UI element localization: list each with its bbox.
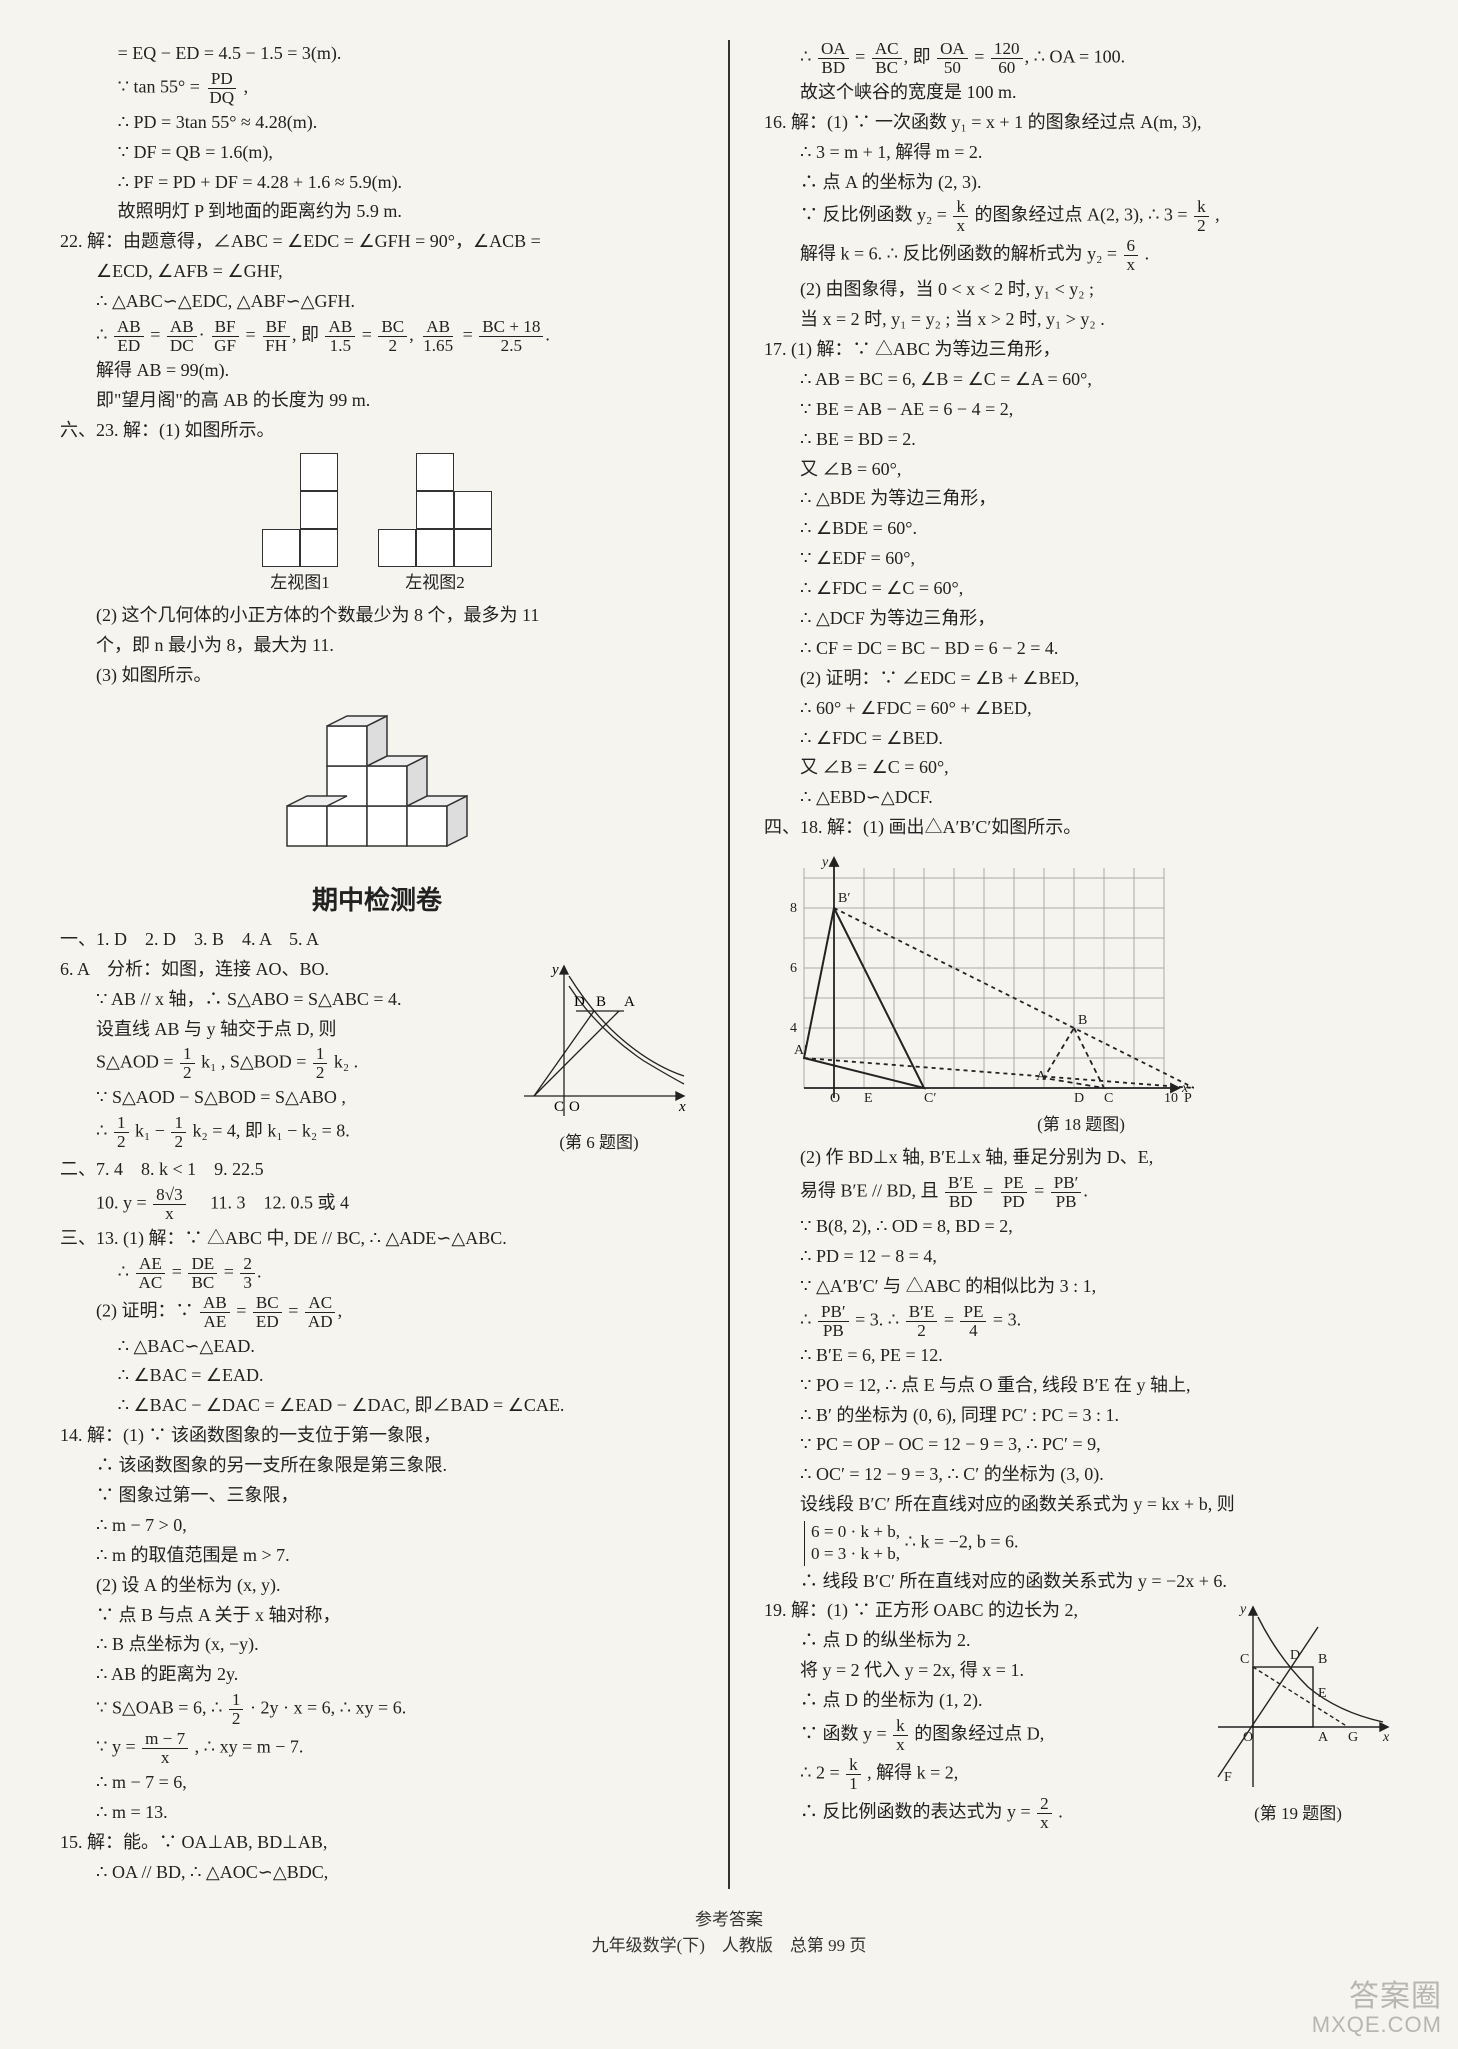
svg-text:y: y [1238, 1602, 1247, 1617]
column-divider [728, 40, 730, 1889]
svg-text:E: E [864, 1091, 873, 1106]
text: ∵ tan 55° = PDDQ , [60, 70, 694, 107]
svg-text:y: y [550, 962, 559, 978]
svg-text:10: 10 [1164, 1091, 1178, 1106]
svg-text:B: B [596, 994, 606, 1010]
svg-text:D: D [574, 994, 585, 1010]
text: ∵ DF = QB = 1.6(m), [60, 139, 694, 167]
svg-text:E: E [1318, 1686, 1327, 1701]
svg-text:D: D [1290, 1648, 1300, 1663]
svg-text:O: O [569, 1099, 580, 1115]
text: 故照明灯 P 到地面的距离约为 5.9 m. [60, 198, 694, 226]
text: ∴ △ABC∽△EDC, △ABF∽△GFH. [60, 288, 694, 316]
svg-text:x: x [678, 1099, 686, 1115]
section-4: 四、18. 解：(1) 画出△A′B′C′如图所示。 [764, 814, 1398, 842]
section-1: 一、1. D 2. D 3. B 4. A 5. A [60, 926, 694, 954]
watermark: 答案圈 MXQE.COM [1312, 1980, 1442, 2037]
svg-text:x: x [1382, 1730, 1390, 1745]
svg-text:B: B [1318, 1652, 1327, 1667]
svg-text:A′: A′ [794, 1043, 807, 1058]
q6-block: 6. A 分析：如图，连接 AO、BO. ∵ AB // x 轴，∴ S△ABO… [60, 956, 694, 1156]
q22: 22. 解：由题意得，∠ABC = ∠EDC = ∠GFH = 90°，∠ACB… [60, 228, 694, 256]
svg-text:A: A [1318, 1730, 1329, 1745]
section-3: 三、13. (1) 解：∵ △ABC 中, DE // BC, ∴ △ADE∽△… [60, 1225, 694, 1253]
text: ∴ PF = PD + DF = 4.28 + 1.6 ≈ 5.9(m). [60, 169, 694, 197]
page: = EQ − ED = 4.5 − 1.5 = 3(m). ∵ tan 55° … [60, 40, 1398, 1889]
q19-figure: Ox y CDB EA FG (第 19 题图) [1198, 1597, 1398, 1827]
left-view-1: 左视图1 [262, 453, 338, 596]
text: ∴ ABED = ABDC· BFGF = BFFH, 即 AB1.5 = BC… [60, 318, 694, 355]
left-column: = EQ − ED = 4.5 − 1.5 = 3(m). ∵ tan 55° … [60, 40, 694, 1889]
svg-text:C: C [554, 1099, 564, 1115]
svg-text:A: A [624, 994, 635, 1010]
svg-text:O: O [1243, 1730, 1253, 1745]
svg-text:y: y [820, 855, 829, 870]
svg-text:A: A [1036, 1069, 1047, 1084]
svg-text:D: D [1074, 1091, 1084, 1106]
svg-text:F: F [1224, 1770, 1232, 1785]
left-view-2: 左视图2 [378, 453, 492, 596]
svg-text:B: B [1078, 1013, 1087, 1028]
page-footer: 参考答案 九年级数学(下) 人教版 总第 99 页 [60, 1907, 1398, 1960]
svg-text:x: x [1181, 1081, 1189, 1096]
text: 个，即 n 最小为 8，最大为 11. [60, 632, 694, 660]
text: 解得 AB = 99(m). [60, 357, 694, 385]
text: = EQ − ED = 4.5 − 1.5 = 3(m). [60, 40, 694, 68]
text: ∴ PD = 3tan 55° ≈ 4.28(m). [60, 109, 694, 137]
text: 即"望月阁"的高 AB 的长度为 99 m. [60, 387, 694, 415]
svg-text:4: 4 [790, 1021, 797, 1036]
q19-row: 19. 解：(1) ∵ 正方形 OABC 的边长为 2, ∴ 点 D 的纵坐标为… [764, 1597, 1398, 1833]
text: (2) 这个几何体的小正方体的个数最少为 8 个，最多为 11 [60, 602, 694, 630]
svg-text:6: 6 [790, 961, 797, 976]
text: (3) 如图所示。 [60, 662, 694, 690]
text: ∠ECD, ∠AFB = ∠GHF, [60, 258, 694, 286]
svg-text:O: O [830, 1091, 840, 1106]
solid-fig [60, 696, 694, 866]
svg-text:C: C [1104, 1091, 1113, 1106]
svg-text:C: C [1240, 1652, 1249, 1667]
svg-text:G: G [1348, 1730, 1358, 1745]
section-6: 六、23. 解：(1) 如图所示。 [60, 417, 694, 445]
svg-text:C′: C′ [924, 1091, 936, 1106]
isometric-blocks-icon [267, 696, 487, 866]
section-2: 二、7. 4 8. k < 1 9. 22.5 [60, 1156, 694, 1184]
svg-text:8: 8 [790, 901, 797, 916]
views-figs: 左视图1 左视图2 [60, 453, 694, 596]
q18-figure: 864 OEC′ DC10 Px y B′A′ BA (第 18 题图) [764, 848, 1398, 1138]
svg-text:B′: B′ [838, 891, 850, 906]
right-column: ∴ OABD = ACBC, 即 OA50 = 12060, ∴ OA = 10… [764, 40, 1398, 1889]
exam-title: 期中检测卷 [60, 880, 694, 920]
q23-row: 六、23. 解：(1) 如图所示。 [60, 417, 694, 447]
q6-figure: CO x y D B A (第 6 题图) [504, 956, 694, 1156]
